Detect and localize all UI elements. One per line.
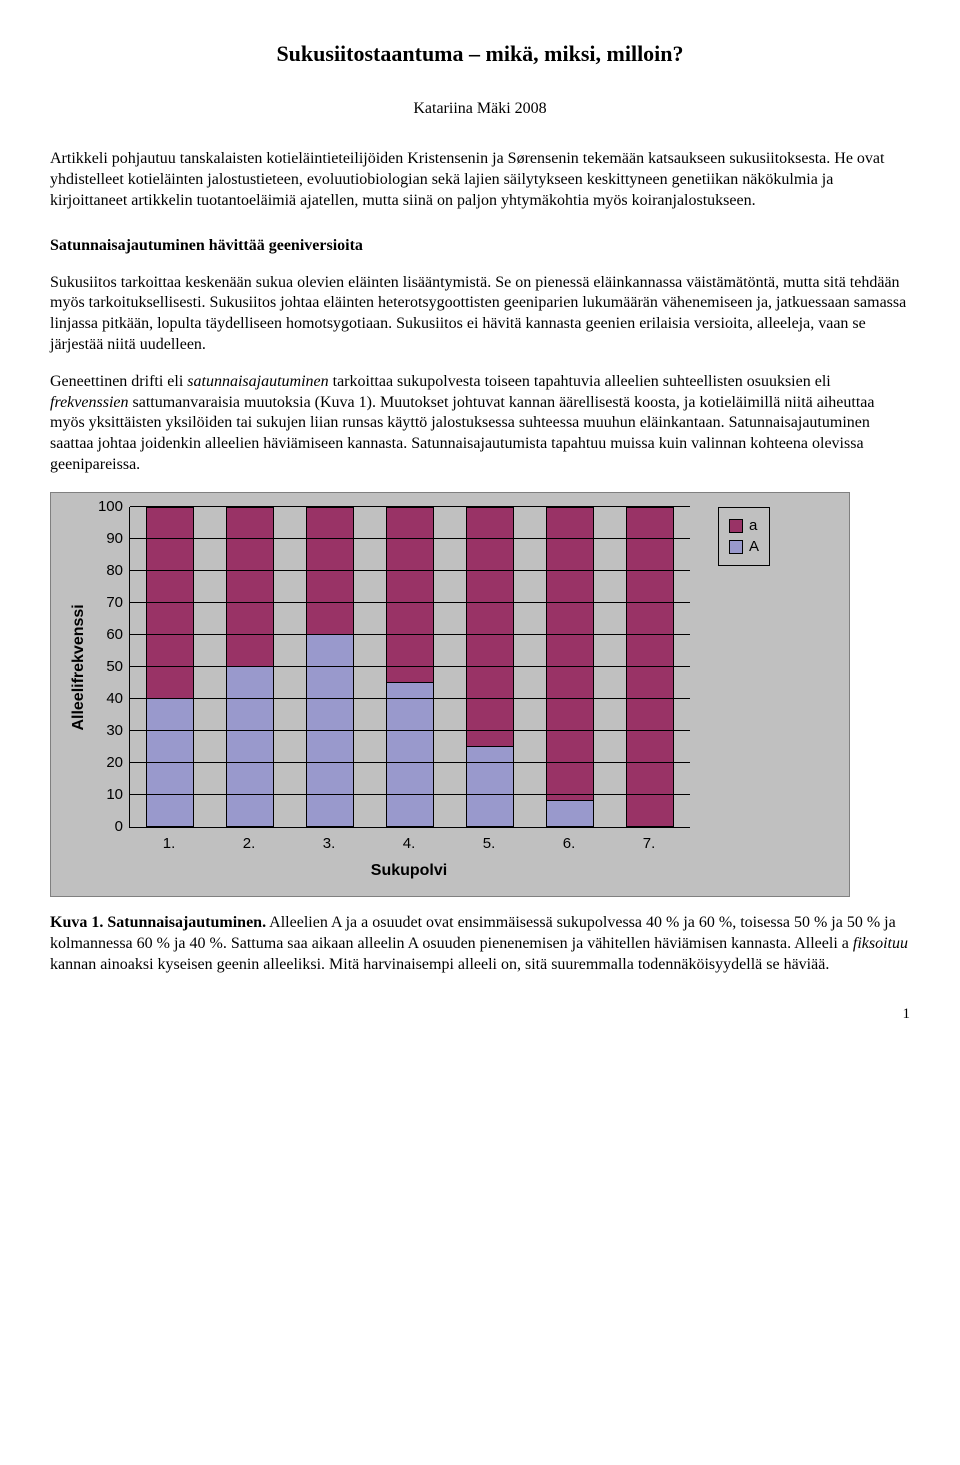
grid-line [130, 730, 690, 731]
x-tick-label: 2. [225, 834, 273, 854]
page-number: 1 [50, 1005, 910, 1025]
grid-line [130, 506, 690, 507]
bar-segment-A [306, 635, 354, 827]
legend-item-a: a [729, 516, 759, 536]
text-run: sattumanvaraisia muutoksia (Kuva 1). Muu… [50, 394, 875, 473]
legend-label: a [749, 516, 757, 536]
x-tick-label: 7. [625, 834, 673, 854]
bar [626, 507, 674, 827]
intro-paragraph: Artikkeli pohjautuu tanskalaisten kotiel… [50, 149, 910, 211]
emphasis: frekvenssien [50, 394, 128, 411]
legend-swatch-icon [729, 540, 743, 554]
x-tick-label: 3. [305, 834, 353, 854]
grid-line [130, 698, 690, 699]
page-title: Sukusiitostaantuma – mikä, miksi, milloi… [50, 40, 910, 69]
bar-segment-a [386, 507, 434, 683]
grid-line [130, 570, 690, 571]
legend-item-A: A [729, 537, 759, 557]
x-tick-label: 1. [145, 834, 193, 854]
bar-segment-A [386, 683, 434, 827]
grid-line [130, 538, 690, 539]
bar-segment-a [306, 507, 354, 635]
author-line: Katariina Mäki 2008 [50, 99, 910, 120]
bar [386, 507, 434, 827]
bar [226, 507, 274, 827]
text-run: tarkoittaa sukupolvesta toiseen tapahtuv… [329, 373, 831, 390]
grid-line [130, 666, 690, 667]
bar-segment-A [546, 801, 594, 827]
x-axis-ticks: 1. 2. 3. 4. 5. 6. 7. [129, 828, 689, 854]
grid-line [130, 602, 690, 603]
figure-caption: Kuva 1. Satunnaisajautuminen. Alleelien … [50, 913, 910, 975]
bar-segment-a [466, 507, 514, 747]
section-heading-1: Satunnaisajautuminen hävittää geeniversi… [50, 236, 910, 257]
allele-frequency-chart: Alleelifrekvenssi 0102030405060708090100… [50, 492, 850, 897]
chart-plot-area [129, 507, 690, 828]
bar-segment-a [626, 507, 674, 827]
section1-para2: Geneettinen drifti eli satunnaisajautumi… [50, 372, 910, 476]
legend-label: A [749, 537, 759, 557]
grid-line [130, 762, 690, 763]
bar [546, 507, 594, 827]
y-axis-ticks: 0102030405060708090100 [93, 507, 129, 827]
chart-legend: a A [718, 507, 770, 566]
x-tick-label: 5. [465, 834, 513, 854]
bar [466, 507, 514, 827]
x-tick-label: 4. [385, 834, 433, 854]
bar-segment-a [546, 507, 594, 801]
y-axis-label: Alleelifrekvenssi [65, 507, 93, 828]
legend-swatch-icon [729, 519, 743, 533]
emphasis: satunnaisajautuminen [187, 373, 328, 390]
x-tick-label: 6. [545, 834, 593, 854]
bar-segment-a [146, 507, 194, 699]
bar-segment-A [146, 699, 194, 827]
bar-segment-a [226, 507, 274, 667]
text-run: kannan ainoaksi kyseisen geenin alleelik… [50, 956, 829, 973]
bar-segment-A [466, 747, 514, 827]
grid-line [130, 634, 690, 635]
section1-para1: Sukusiitos tarkoittaa keskenään sukua ol… [50, 273, 910, 356]
text-run: Geneettinen drifti eli [50, 373, 187, 390]
caption-label: Kuva 1. Satunnaisajautuminen. [50, 914, 266, 931]
bar-segment-A [226, 667, 274, 827]
grid-line [130, 794, 690, 795]
bar [146, 507, 194, 827]
x-axis-label: Sukupolvi [129, 861, 689, 882]
emphasis: fiksoituu [853, 935, 908, 952]
bar [306, 507, 354, 827]
